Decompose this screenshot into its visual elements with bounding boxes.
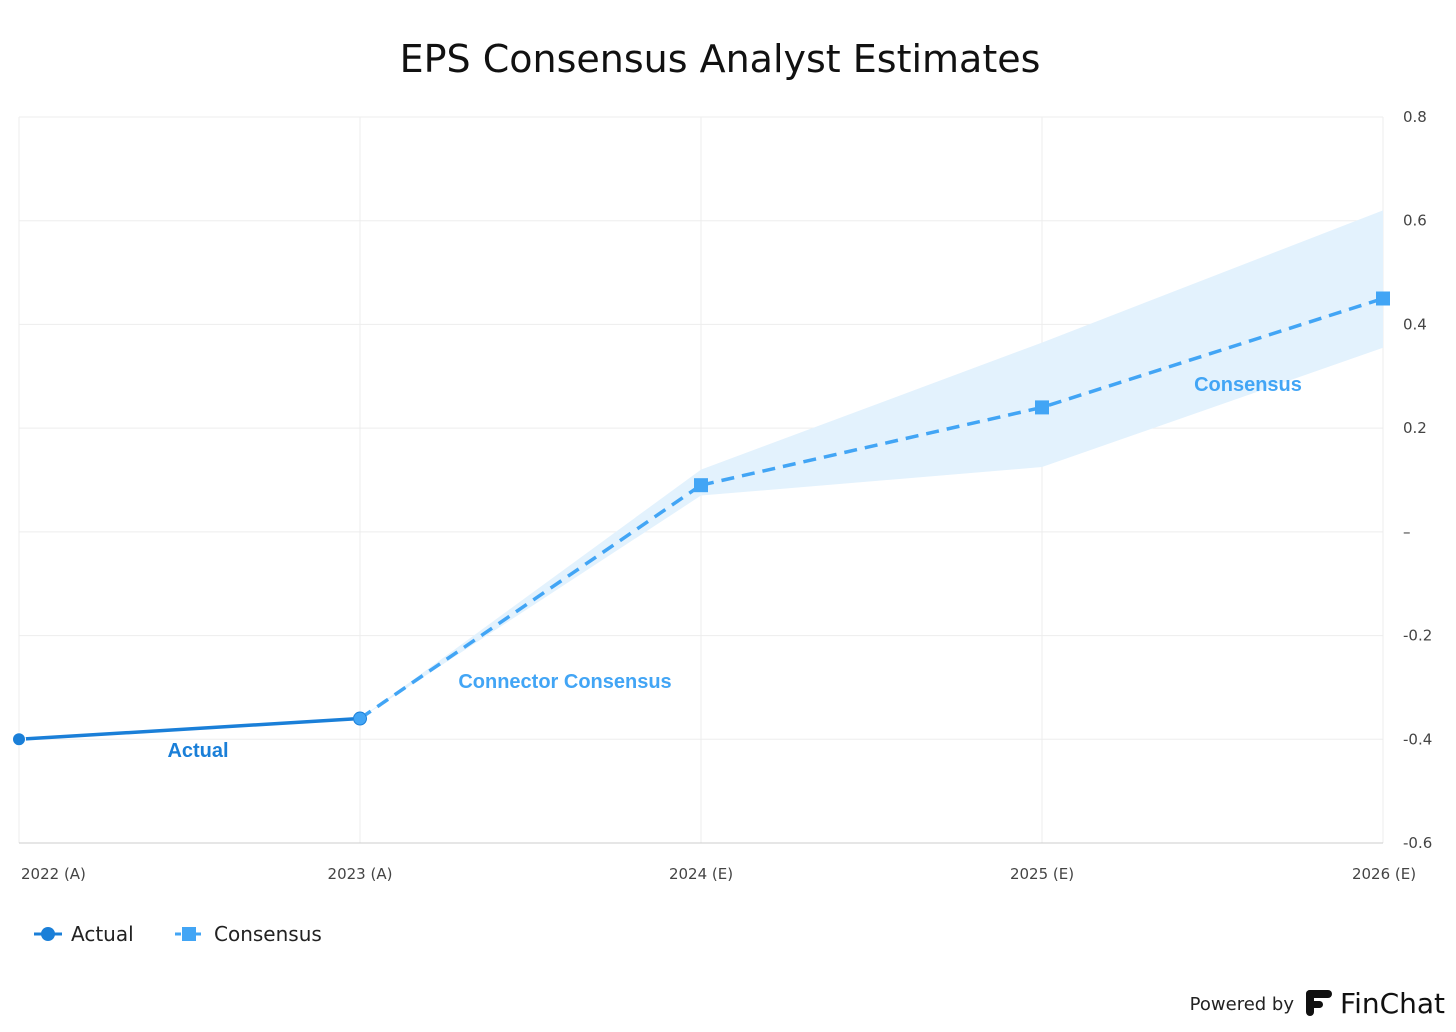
series-line-connector-consensus [359,483,702,720]
x-tick-label: 2024 (E) [669,865,733,883]
y-axis: 0.8 0.6 0.4 0.2 – -0.2 -0.4 -0.6 [1403,108,1432,852]
series-lines [18,296,1384,742]
chart-title: EPS Consensus Analyst Estimates [400,37,1041,81]
powered-by: Powered by FinChat [1190,987,1445,1020]
series-markers [12,291,1390,747]
series-line-actual [18,716,361,742]
label-consensus: Consensus [1194,374,1302,396]
x-tick-label: 2023 (A) [328,865,393,883]
point-consensus[interactable] [1376,291,1390,306]
y-tick-label: 0.6 [1403,212,1427,230]
point-actual[interactable] [12,732,26,747]
y-tick-label: -0.4 [1403,730,1432,748]
finchat-brand: FinChat [1340,987,1445,1020]
x-tick-label: 2025 (E) [1010,865,1074,883]
y-tick-label: 0.2 [1403,419,1427,437]
legend-item-consensus[interactable]: Consensus [175,922,322,946]
series-line-consensus [700,296,1384,487]
legend-actual-marker [41,927,55,941]
legend-consensus-label: Consensus [214,922,322,946]
y-tick-label: – [1403,523,1411,541]
legend-item-actual[interactable]: Actual [34,922,134,946]
y-tick-label: -0.6 [1403,834,1432,852]
y-tick-label: 0.8 [1403,108,1427,126]
point-actual-2023[interactable] [353,711,367,726]
label-connector-consensus: Connector Consensus [458,671,671,693]
finchat-logo-icon [1306,990,1332,1016]
x-tick-label: 2022 (A) [21,865,86,883]
legend-consensus-marker [182,927,196,941]
point-consensus[interactable] [1035,400,1049,415]
point-consensus[interactable] [694,478,708,493]
range-band [360,210,1383,719]
legend: Actual Consensus [34,922,322,946]
y-tick-label: 0.4 [1403,315,1427,333]
label-actual: Actual [167,740,228,762]
x-axis: 2022 (A) 2023 (A) 2024 (E) 2025 (E) 2026 (E) [21,865,1416,883]
legend-actual-label: Actual [71,922,134,946]
x-tick-label: 2026 (E) [1352,865,1416,883]
powered-by-text: Powered by [1190,994,1295,1015]
consensus-range-band [701,210,1383,496]
grid [18,116,1384,844]
y-tick-label: -0.2 [1403,627,1432,645]
